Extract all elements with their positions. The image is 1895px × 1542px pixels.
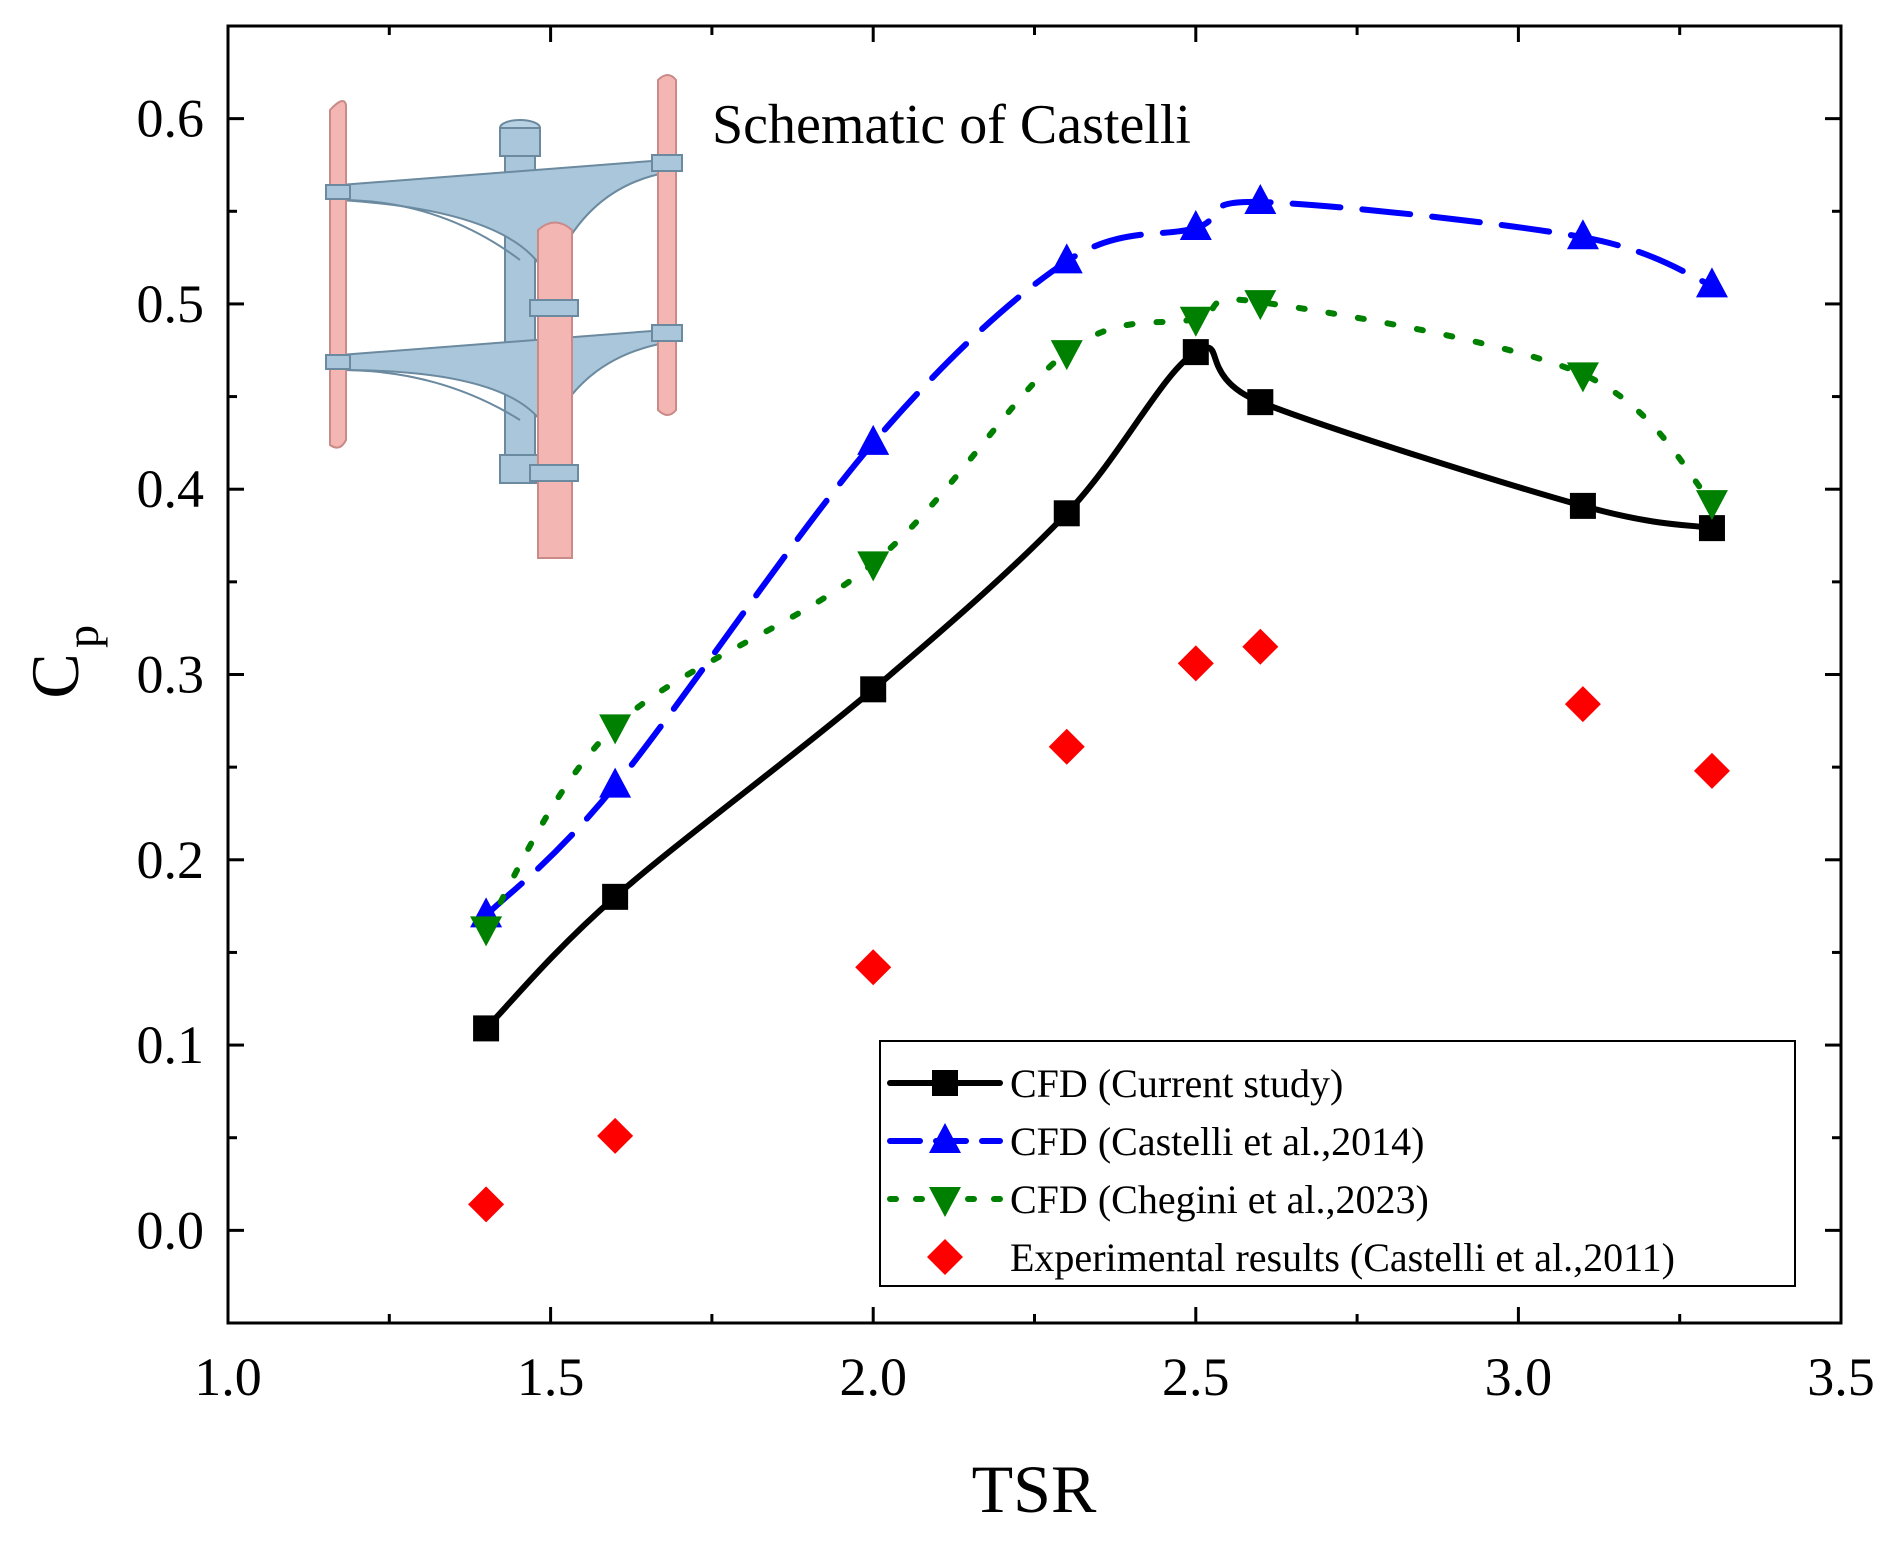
- data-point-4: [855, 949, 892, 986]
- legend-item-1: CFD (Current study): [887, 1061, 1343, 1106]
- data-point-4: [468, 1186, 505, 1223]
- y-tick-label: 0.1: [137, 1015, 205, 1075]
- series-line-3: [483, 296, 1715, 932]
- data-point-4: [1242, 628, 1279, 665]
- y-tick-label: 0.4: [137, 459, 205, 519]
- series-1: [473, 339, 1725, 1042]
- legend-marker-4: [927, 1239, 963, 1275]
- legend-items: CFD (Current study) CFD (Castelli et al.,…: [887, 1061, 1675, 1280]
- y-tick-label: 0.5: [137, 274, 205, 334]
- data-point-1: [1247, 389, 1274, 416]
- y-axis-label-sub: p: [57, 625, 108, 648]
- data-point-1: [602, 883, 629, 910]
- legend-marker-2: [929, 1123, 961, 1153]
- data-point-3: [599, 714, 632, 745]
- data-point-3: [1244, 290, 1277, 321]
- legend-marker-3: [929, 1187, 961, 1217]
- legend-item-3: CFD (Chegini et al.,2023): [887, 1177, 1429, 1222]
- legend-label-1: CFD (Current study): [1010, 1061, 1343, 1106]
- x-tick-label: 3.5: [1807, 1347, 1875, 1407]
- data-point-4: [1177, 645, 1214, 682]
- data-point-2: [1566, 219, 1599, 250]
- data-point-4: [597, 1117, 634, 1154]
- x-tick-label: 3.0: [1485, 1347, 1553, 1407]
- legend-item-4: Experimental results (Castelli et al.,20…: [927, 1235, 1675, 1280]
- data-point-1: [473, 1015, 500, 1042]
- x-axis-label: TSR: [972, 1451, 1097, 1527]
- series-line-2: [483, 199, 1715, 919]
- legend-label-4: Experimental results (Castelli et al.,20…: [1010, 1235, 1675, 1280]
- data-point-3: [857, 551, 890, 582]
- y-tick-label: 0.6: [137, 89, 205, 149]
- data-point-1: [1569, 492, 1596, 519]
- y-tick-label: 0.0: [137, 1200, 205, 1260]
- data-point-2: [1179, 209, 1212, 240]
- series-4: [468, 628, 1730, 1223]
- x-tick-label: 1.5: [517, 1347, 585, 1407]
- data-point-2: [857, 424, 890, 455]
- legend: CFD (Current study) CFD (Castelli et al.,…: [879, 1040, 1796, 1287]
- data-point-1: [1182, 339, 1209, 366]
- series-2: [470, 184, 1728, 928]
- series-line-1: [483, 344, 1715, 1032]
- data-point-3: [1050, 340, 1083, 371]
- data-point-3: [470, 916, 503, 947]
- x-tick-label: 1.0: [194, 1347, 262, 1407]
- y-tick-label: 0.2: [137, 830, 205, 890]
- data-point-1: [1053, 500, 1080, 527]
- y-tick-label: 0.3: [137, 645, 205, 705]
- x-tick-label: 2.0: [839, 1347, 907, 1407]
- data-point-2: [1695, 267, 1728, 298]
- data-point-2: [599, 767, 632, 798]
- series-3: [470, 290, 1728, 947]
- turbine-schematic-image: [325, 74, 683, 559]
- data-point-3: [1566, 362, 1599, 393]
- data-point-4: [1564, 686, 1601, 723]
- data-point-1: [860, 676, 887, 703]
- data-point-2: [1244, 184, 1277, 215]
- schematic-annotation: Schematic of Castelli: [712, 94, 1191, 156]
- y-axis-label: C p: [17, 625, 108, 699]
- series-layer: [468, 184, 1730, 1223]
- data-point-4: [1048, 728, 1085, 765]
- legend-marker-1: [932, 1070, 958, 1096]
- legend-label-2: CFD (Castelli et al.,2014): [1010, 1119, 1424, 1164]
- x-tick-label: 2.5: [1162, 1347, 1230, 1407]
- y-axis-label-main: C: [17, 653, 93, 698]
- tick-labels: 1.0 1.5 2.0 2.5 3.0 3.5 0.0 0.1 0.2 0.3 0.4 0.5 0.6: [137, 89, 1875, 1407]
- legend-box: [879, 1040, 1796, 1287]
- legend-label-3: CFD (Chegini et al.,2023): [1010, 1177, 1429, 1222]
- legend-item-2: CFD (Castelli et al.,2014): [887, 1119, 1424, 1164]
- data-point-3: [1695, 490, 1728, 521]
- axes-ticks: [226, 24, 1843, 1325]
- data-point-2: [1050, 243, 1083, 274]
- data-point-4: [1693, 752, 1730, 789]
- data-point-3: [1179, 306, 1212, 337]
